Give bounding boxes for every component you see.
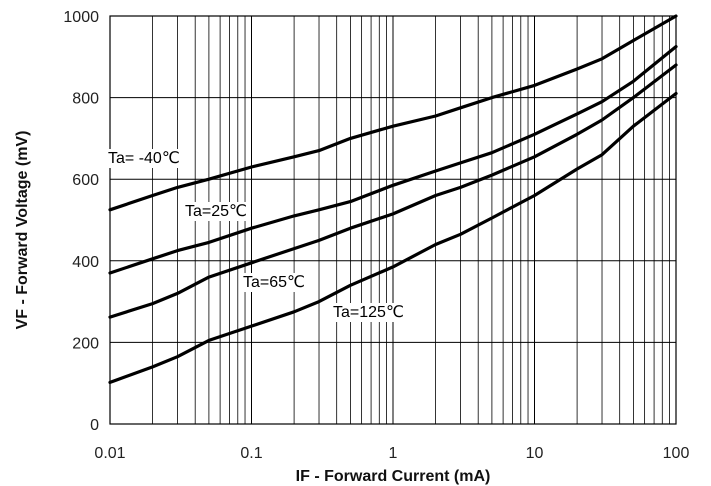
- y-tick-label: 800: [72, 91, 99, 108]
- y-tick-labels: 0 200 400 600 800 1000: [63, 9, 99, 434]
- x-tick-label: 10: [526, 445, 544, 462]
- series-label-text: Ta=65℃: [243, 274, 305, 291]
- series-label-text: Ta=25℃: [185, 203, 247, 220]
- x-tick-label: 1: [389, 445, 398, 462]
- series-label-1: Ta= -40℃: [106, 149, 182, 168]
- y-tick-label: 0: [90, 417, 99, 434]
- series-labels: Ta= -40℃ Ta=25℃ Ta=65℃ Ta=125℃: [106, 149, 406, 322]
- x-axis-title: IF - Forward Current (mA): [296, 468, 491, 485]
- y-tick-label: 400: [72, 254, 99, 271]
- y-tick-label: 200: [72, 335, 99, 352]
- y-tick-label: 600: [72, 172, 99, 189]
- x-tick-labels: 0.01 0.1 1 10 100: [94, 445, 689, 462]
- series-label-text: Ta= -40℃: [108, 150, 180, 167]
- x-tick-label: 0.01: [94, 445, 125, 462]
- series-label-4: Ta=125℃: [331, 303, 406, 322]
- x-tick-label: 0.1: [240, 445, 262, 462]
- y-axis-title: VF - Forward Voltage (mV): [14, 131, 31, 330]
- y-tick-label: 1000: [63, 9, 99, 26]
- x-tick-label: 100: [663, 445, 690, 462]
- series-label-text: Ta=125℃: [333, 304, 404, 321]
- series-label-3: Ta=65℃: [241, 273, 307, 292]
- series-label-2: Ta=25℃: [183, 202, 249, 221]
